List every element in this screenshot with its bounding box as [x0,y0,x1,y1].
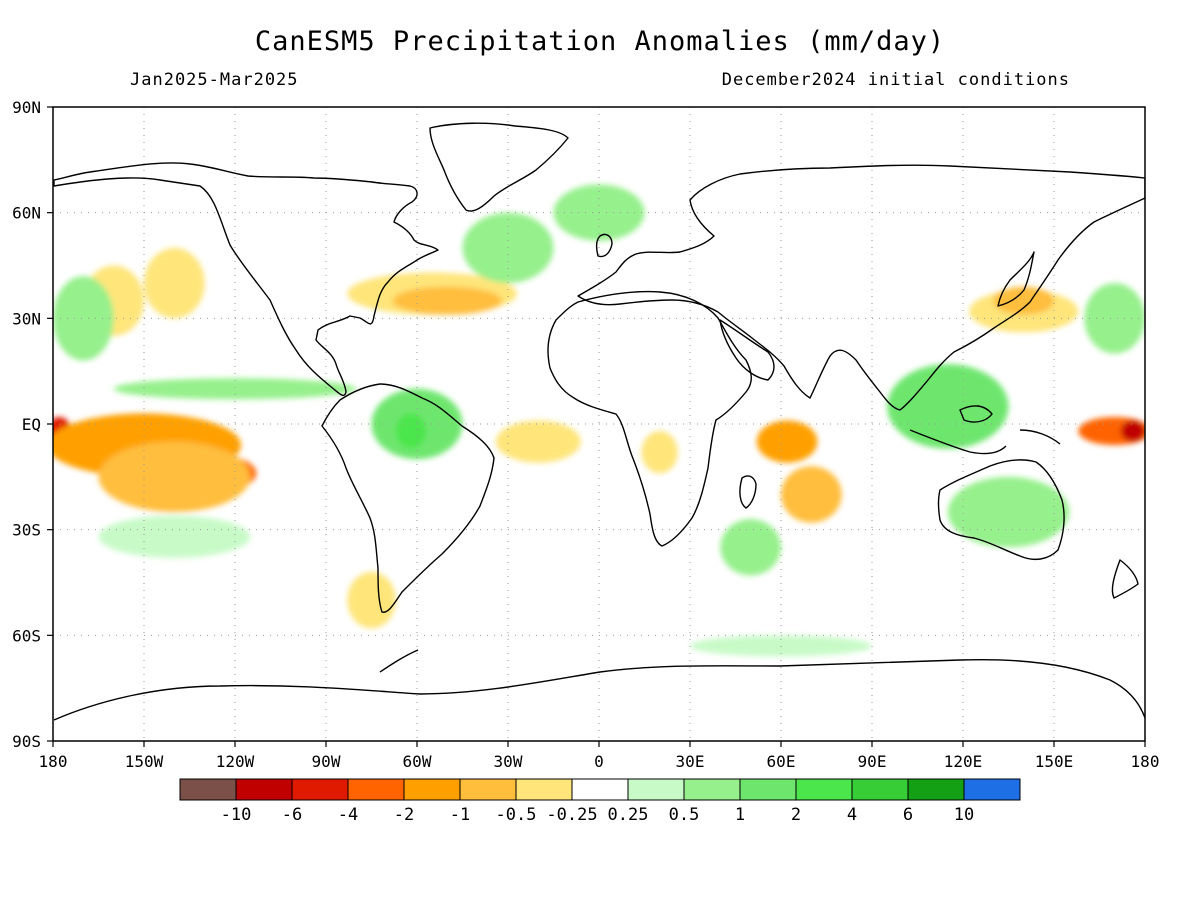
coast-antarctica [53,658,1145,721]
colorbar-swatch [347,778,405,801]
anomaly-blob [756,420,818,463]
lon-tick-label: 120E [944,752,983,771]
anomaly-layer [53,184,1145,657]
colorbar-swatch [683,778,741,801]
initial-conditions: December2024 initial conditions [721,70,1070,90]
anomaly-blob [720,519,782,576]
anomaly-blob [395,413,427,449]
colorbar-label: 2 [791,805,801,825]
colorbar-swatch [459,778,517,801]
coast-indonesia [909,405,1061,455]
gridlines [53,107,1145,741]
anomaly-blob [887,364,1009,449]
anomaly-blob [98,515,251,558]
anomaly-blob [113,378,357,400]
lat-tick-label: 60S [12,626,41,645]
colorbar-swatch [179,778,237,801]
colorbar-swatch [235,778,293,801]
colorbar: -10 -6 -4 -2 -1 -0.5 -0.25 0.25 0.5 1 2 4 6 10 [179,778,1021,825]
coastlines [53,122,1145,721]
anomaly-blob [53,276,114,361]
lat-tick-label: 30N [12,309,41,328]
anomaly-blob [1120,420,1145,442]
anomaly-blob [495,420,581,463]
colorbar-swatch [907,778,965,801]
lat-tick-label: 60N [12,204,41,223]
coast-south-america [321,383,495,613]
lon-tick-label: 150W [125,752,164,771]
colorbar-label: -2 [394,805,414,825]
lat-tick-label: 90S [12,732,41,751]
lon-tick-label: 60E [767,752,796,771]
coast-arabia [719,319,775,381]
colorbar-swatch [291,778,349,801]
colorbar-swatch [739,778,797,801]
colorbar-label: 6 [903,805,913,825]
colorbar-label: 4 [847,805,857,825]
colorbar-label: -0.5 [496,805,537,825]
colorbar-swatch [403,778,461,801]
coast-north-america [53,162,439,396]
forecast-period: Jan2025-Mar2025 [130,70,299,90]
lat-tick-label: 90N [12,98,41,117]
anomaly-blob [947,476,1070,548]
coast-antarctic-peninsula [379,649,419,673]
anomaly-blob [641,431,678,474]
anomaly-blob [392,286,502,315]
anomaly-blob [144,247,205,319]
colorbar-label: 0.25 [608,805,649,825]
colorbar-swatch [571,778,629,801]
coast-australia [937,459,1065,561]
coast-new-zealand [1111,559,1139,599]
anomaly-blob [347,571,396,629]
colorbar-swatch [963,778,1021,801]
lat-tick-label: EQ [22,415,41,434]
coast-eurasia [577,164,1145,411]
colorbar-swatch [851,778,909,801]
anomaly-blob [993,286,1054,315]
lon-tick-label: 120W [216,752,255,771]
lon-tick-label: 60W [403,752,432,771]
colorbar-label: 1 [735,805,745,825]
colorbar-label: -10 [221,805,252,825]
colorbar-swatch [515,778,573,801]
coast-greenland [429,122,569,212]
anomaly-blob [781,466,842,523]
colorbar-swatch [795,778,853,801]
anomaly-blob [98,441,251,513]
coast-africa [547,290,752,547]
lon-tick-label: 90W [312,752,341,771]
lon-tick-label: 30W [494,752,523,771]
colorbar-label: 10 [954,805,974,825]
coast-britain [595,233,613,258]
coast-madagascar [739,475,757,509]
lon-tick-label: 0 [594,752,604,771]
colorbar-swatch [627,778,685,801]
colorbar-label: -1 [450,805,470,825]
lon-tick-label: 30E [676,752,705,771]
colorbar-label: -0.25 [546,805,597,825]
colorbar-label: -6 [282,805,302,825]
colorbar-label: -4 [338,805,358,825]
anomaly-blob [1084,283,1145,354]
lat-tick-label: 30S [12,521,41,540]
lon-tick-label: 150E [1035,752,1074,771]
lon-tick-label: 90E [858,752,887,771]
lon-tick-label: 180 [1131,752,1160,771]
coast-japan [997,251,1035,307]
anomaly-blob [690,635,872,657]
page-title: CanESM5 Precipitation Anomalies (mm/day) [254,26,946,57]
lon-tick-label: 180 [39,752,68,771]
colorbar-label: 0.5 [669,805,700,825]
